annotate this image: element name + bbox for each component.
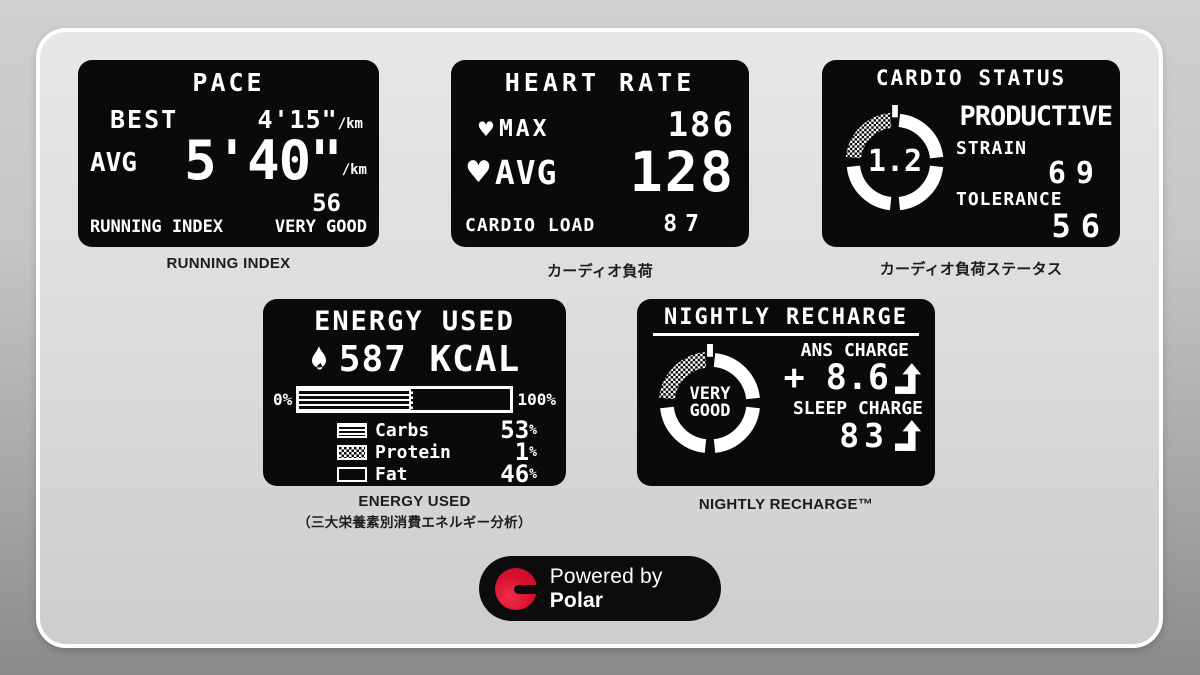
running-index-label: RUNNING INDEX (90, 217, 224, 237)
energy-title: ENERGY USED (314, 306, 515, 337)
gauge-tick (707, 344, 713, 357)
fat-swatch-icon (337, 466, 367, 482)
cardio-ring-gauge: 1.2 (838, 105, 952, 219)
heart-icon: ♥ (465, 155, 492, 190)
pace-avg-label: AVG (90, 147, 137, 178)
hr-max-value: 186 (667, 105, 735, 145)
nightly-recharge-title: NIGHTLY RECHARGE (664, 305, 908, 330)
running-index-value: 56 (312, 189, 341, 217)
bar-max-label: 100% (517, 390, 556, 409)
pace-avg-value: 5'40" (184, 129, 343, 192)
recharge-ring-gauge: VERY GOOD (651, 344, 769, 462)
fat-label: Fat (375, 463, 408, 485)
cardio-load-label: CARDIO LOAD (465, 215, 596, 236)
protein-swatch-icon (337, 444, 367, 460)
ans-charge-value: + 8.6 (783, 358, 889, 398)
bar-min-label: 0% (273, 390, 293, 409)
polar-logo-slot (513, 584, 538, 594)
heart-rate-caption: カーディオ負荷 (546, 263, 654, 280)
pace-best-value: 4'15" (257, 105, 338, 134)
recharge-gauge-line2: GOOD (689, 401, 731, 421)
cardio-load-value: 87 (663, 211, 707, 237)
gauge-tick (892, 105, 898, 118)
energy-caption-line1: ENERGY USED (358, 493, 471, 510)
tolerance-label: TOLERANCE (956, 189, 1063, 210)
pace-best-label: BEST (110, 105, 179, 134)
nightly-recharge-caption: NIGHTLY RECHARGE™ (698, 496, 874, 513)
legend-row-fat: Fat 46 % (337, 460, 537, 486)
energy-bar-carbs (299, 389, 412, 410)
sleep-charge-value: 83 (839, 416, 889, 455)
legend-row-protein: Protein 1 % (337, 438, 537, 466)
title-underline (653, 333, 919, 336)
heart-rate-title: HEART RATE (504, 68, 696, 97)
cardio-status-panel: CARDIO STATUS 1.2 PRODUCTIVE STRAIN 69 T… (822, 60, 1120, 247)
sleep-charge-label: SLEEP CHARGE (792, 398, 923, 419)
pace-panel: PACE BEST 4'15" /km AVG 5'40" /km RUNNIN… (78, 60, 379, 247)
polar-logo-icon (495, 567, 538, 610)
pace-caption: RUNNING INDEX (166, 255, 291, 272)
heart-rate-panel: HEART RATE ♥ MAX 186 ♥ AVG 128 CARDIO LO… (451, 60, 749, 247)
carbs-value: 53 (500, 416, 530, 444)
ring-segment-dotted (659, 352, 707, 400)
fat-value: 46 (500, 460, 530, 486)
percent-sign: % (529, 444, 537, 460)
flame-icon (311, 345, 326, 370)
hr-avg-label: AVG (494, 153, 558, 192)
powered-by-text: Powered by Polar (550, 565, 721, 613)
trend-up-arrow-icon (895, 362, 922, 394)
percent-sign: % (529, 422, 537, 438)
polar-brand-label: Polar (549, 588, 604, 612)
percent-sign: % (529, 466, 537, 482)
hr-avg-value: 128 (629, 140, 735, 204)
cardio-status-caption: カーディオ負荷ステータス (879, 261, 1063, 278)
protein-label: Protein (375, 441, 451, 463)
cardio-status-value: PRODUCTIVE (959, 101, 1113, 132)
strain-value: 69 (1047, 156, 1104, 191)
energy-used-panel: ENERGY USED 587 KCAL 0% 100% Carbs 53 % … (263, 299, 566, 486)
ans-charge-label: ANS CHARGE (800, 340, 909, 361)
recharge-gauge-line1: VERY (689, 384, 731, 404)
tolerance-value: 56 (1051, 207, 1110, 245)
pace-title: PACE (192, 68, 265, 97)
kcal-value: 587 KCAL (338, 339, 521, 380)
macro-bar (296, 386, 514, 413)
cardio-gauge-value: 1.2 (867, 144, 923, 179)
powered-by-polar-badge: Powered by Polar (479, 556, 721, 621)
trend-up-arrow-icon (895, 419, 922, 451)
cardio-status-title: CARDIO STATUS (875, 66, 1067, 90)
carbs-label: Carbs (375, 419, 430, 441)
ring-segment-dotted (845, 112, 892, 159)
carbs-swatch-icon (337, 422, 367, 438)
pace-avg-unit: /km (341, 161, 367, 178)
energy-bar-protein (411, 389, 414, 410)
strain-label: STRAIN (956, 138, 1028, 159)
powered-by-label: Powered by (549, 564, 663, 588)
legend-row-carbs: Carbs 53 % (337, 416, 537, 444)
nightly-recharge-panel: NIGHTLY RECHARGE VERY GOOD ANS CHARGE + … (637, 299, 935, 486)
pace-best-unit: /km (337, 116, 363, 132)
hr-max-label: MAX (498, 116, 550, 142)
running-index-rating: VERY GOOD (274, 217, 367, 237)
protein-value: 1 (514, 438, 530, 466)
heart-icon: ♥ (477, 117, 495, 141)
energy-caption-line2: （三大栄養素別消費エネルギー分析） (297, 515, 532, 530)
